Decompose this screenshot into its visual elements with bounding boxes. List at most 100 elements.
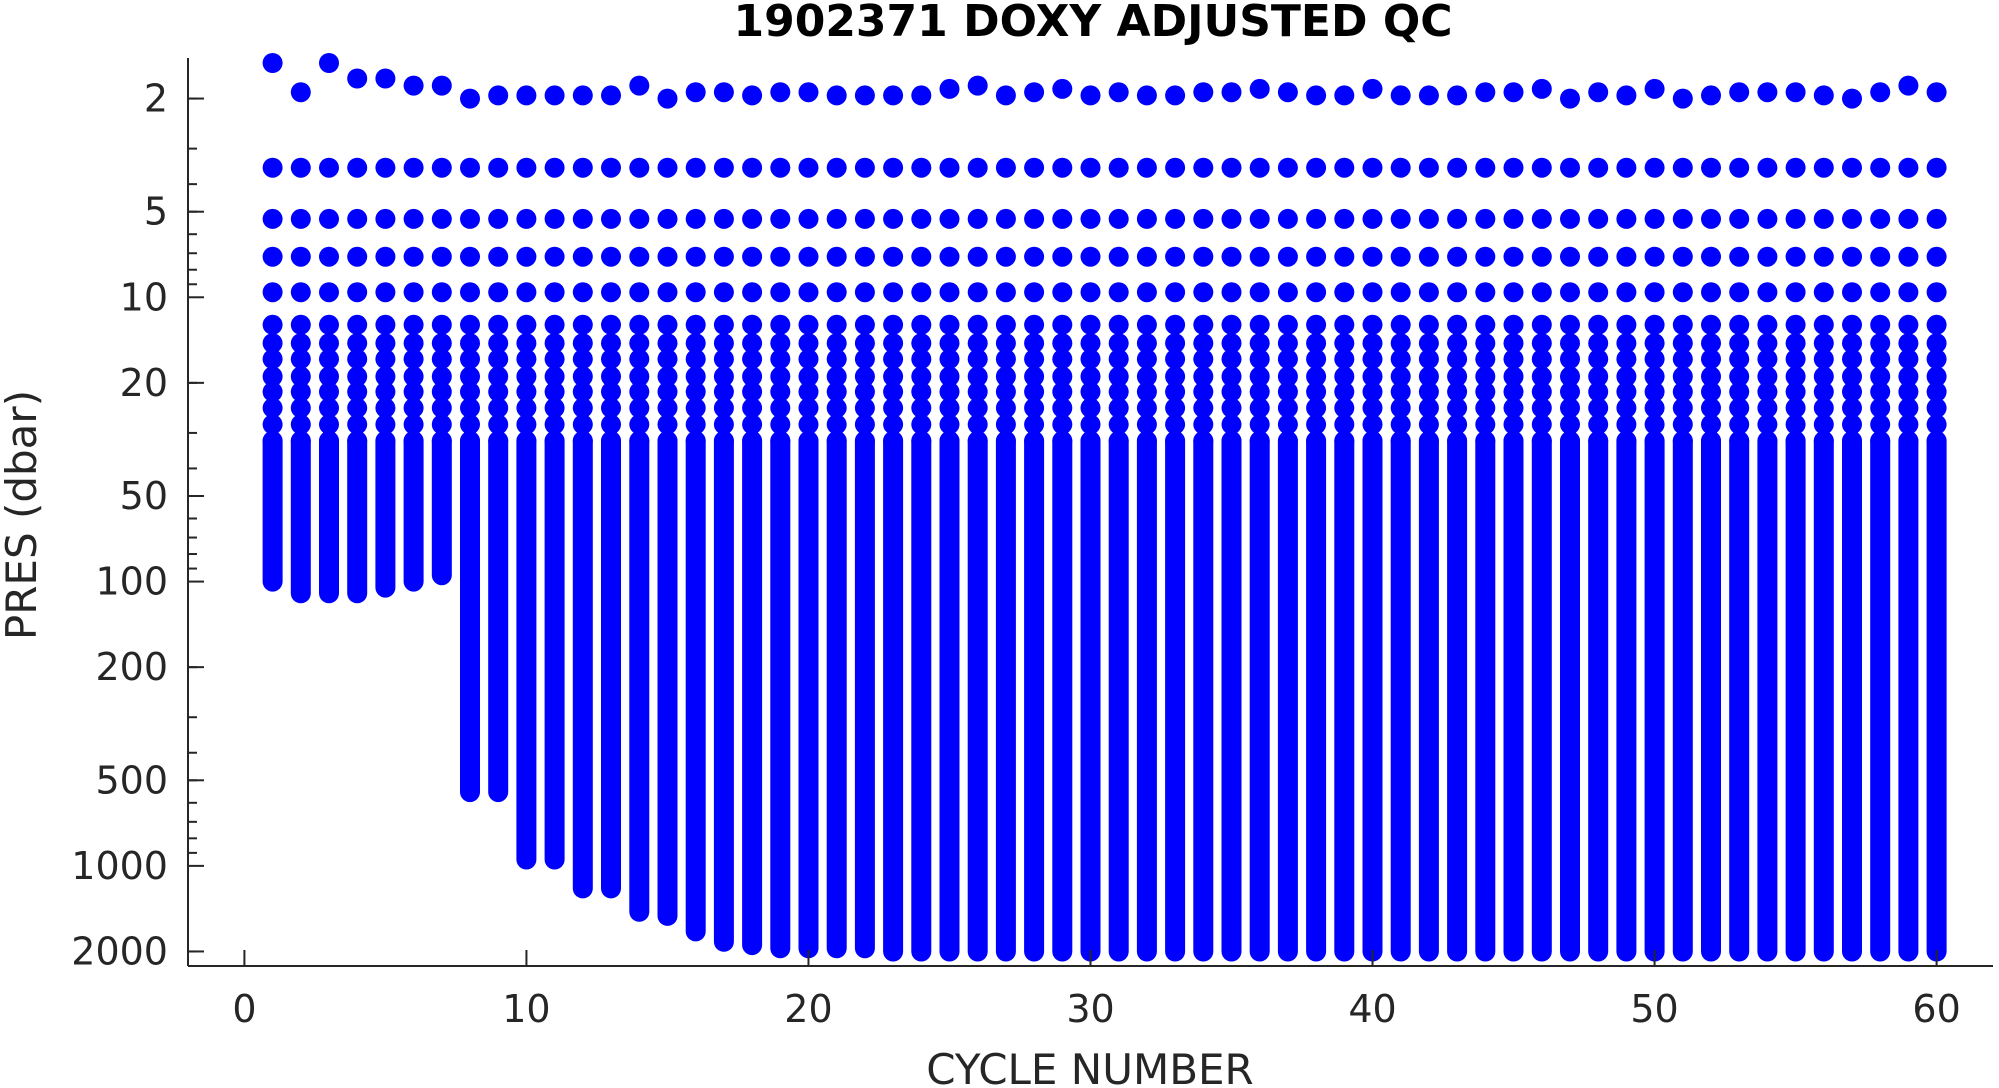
data-point [1052, 349, 1073, 370]
data-point [1701, 314, 1721, 335]
data-point [1475, 246, 1496, 267]
data-point [319, 314, 339, 335]
data-point [1277, 349, 1298, 370]
data-point [1757, 381, 1778, 402]
data-point [826, 157, 847, 178]
data-point [826, 208, 847, 229]
data-point [1926, 349, 1947, 370]
data-point [1588, 333, 1609, 354]
data-point [1560, 349, 1580, 370]
data-point [911, 314, 932, 335]
data-point [1757, 82, 1778, 103]
data-point [854, 85, 875, 106]
data-point [967, 333, 988, 354]
data-point [1221, 208, 1242, 229]
data-point [854, 282, 875, 303]
data-point [1926, 333, 1947, 354]
data-point [883, 157, 904, 178]
data-point [1729, 246, 1750, 267]
data-point [431, 333, 452, 354]
data-point [770, 314, 791, 335]
data-point [1898, 397, 1919, 418]
data-point [1080, 381, 1101, 402]
data-point [319, 366, 339, 387]
data-point [883, 366, 904, 387]
data-point [544, 333, 565, 354]
x-tick-label: 10 [502, 987, 550, 1031]
data-point [460, 88, 480, 109]
data-point [1306, 414, 1327, 435]
data-point [1277, 208, 1298, 229]
data-point [826, 381, 847, 402]
data-point [262, 333, 283, 354]
data-point [1926, 366, 1947, 387]
data-point [1277, 157, 1298, 178]
data-point [1588, 314, 1609, 335]
data-point [1052, 157, 1073, 178]
data-point [1136, 397, 1157, 418]
data-point [1334, 349, 1355, 370]
data-point [1447, 333, 1468, 354]
data-point [1870, 366, 1891, 387]
data-point [262, 53, 283, 73]
data-point [601, 314, 621, 335]
data-point [939, 208, 960, 229]
data-point [1108, 314, 1129, 335]
data-point [1249, 333, 1270, 354]
data-point [1870, 333, 1891, 354]
data-point [1165, 85, 1186, 106]
data-point [431, 381, 452, 402]
data-point [1616, 333, 1637, 354]
data-point [403, 333, 424, 354]
data-point [460, 333, 480, 354]
data-point [742, 208, 763, 229]
data-point [770, 282, 791, 303]
data-point [1926, 282, 1947, 303]
data-point [657, 381, 678, 402]
data-point [1842, 333, 1862, 354]
data-point [1785, 333, 1806, 354]
data-point [431, 246, 452, 267]
data-point [1842, 157, 1862, 178]
data-point [319, 333, 339, 354]
data-point [403, 349, 424, 370]
data-point [1475, 314, 1496, 335]
data-point [1390, 349, 1411, 370]
x-axis-ticks: 0 10 20 30 40 50 60 [232, 950, 1961, 1031]
data-point [1108, 349, 1129, 370]
data-point [995, 282, 1016, 303]
data-point [1560, 397, 1580, 418]
data-point [685, 333, 706, 354]
data-point [798, 366, 819, 387]
data-point [290, 397, 311, 418]
data-point [883, 333, 904, 354]
data-point [826, 333, 847, 354]
data-point [403, 282, 424, 303]
data-point [854, 246, 875, 267]
data-point [1531, 333, 1552, 354]
data-point [1785, 282, 1806, 303]
data-point [1560, 282, 1580, 303]
data-point [742, 349, 763, 370]
data-point [1447, 314, 1468, 335]
data-point [1729, 381, 1750, 402]
data-point [1306, 208, 1327, 229]
data-point [798, 314, 819, 335]
data-point [516, 349, 537, 370]
x-tick-label: 40 [1348, 987, 1396, 1031]
data-point [460, 314, 480, 335]
data-point [967, 75, 988, 96]
data-point [1165, 246, 1186, 267]
data-point [1644, 208, 1665, 229]
data-point [1842, 88, 1862, 109]
data-point [1136, 85, 1157, 106]
data-point [826, 246, 847, 267]
data-point [1475, 208, 1496, 229]
data-point [1785, 397, 1806, 418]
y-tick-label: 200 [95, 645, 168, 689]
data-point [1277, 414, 1298, 435]
data-point [1334, 366, 1355, 387]
data-point [1221, 314, 1242, 335]
data-point [1813, 381, 1834, 402]
